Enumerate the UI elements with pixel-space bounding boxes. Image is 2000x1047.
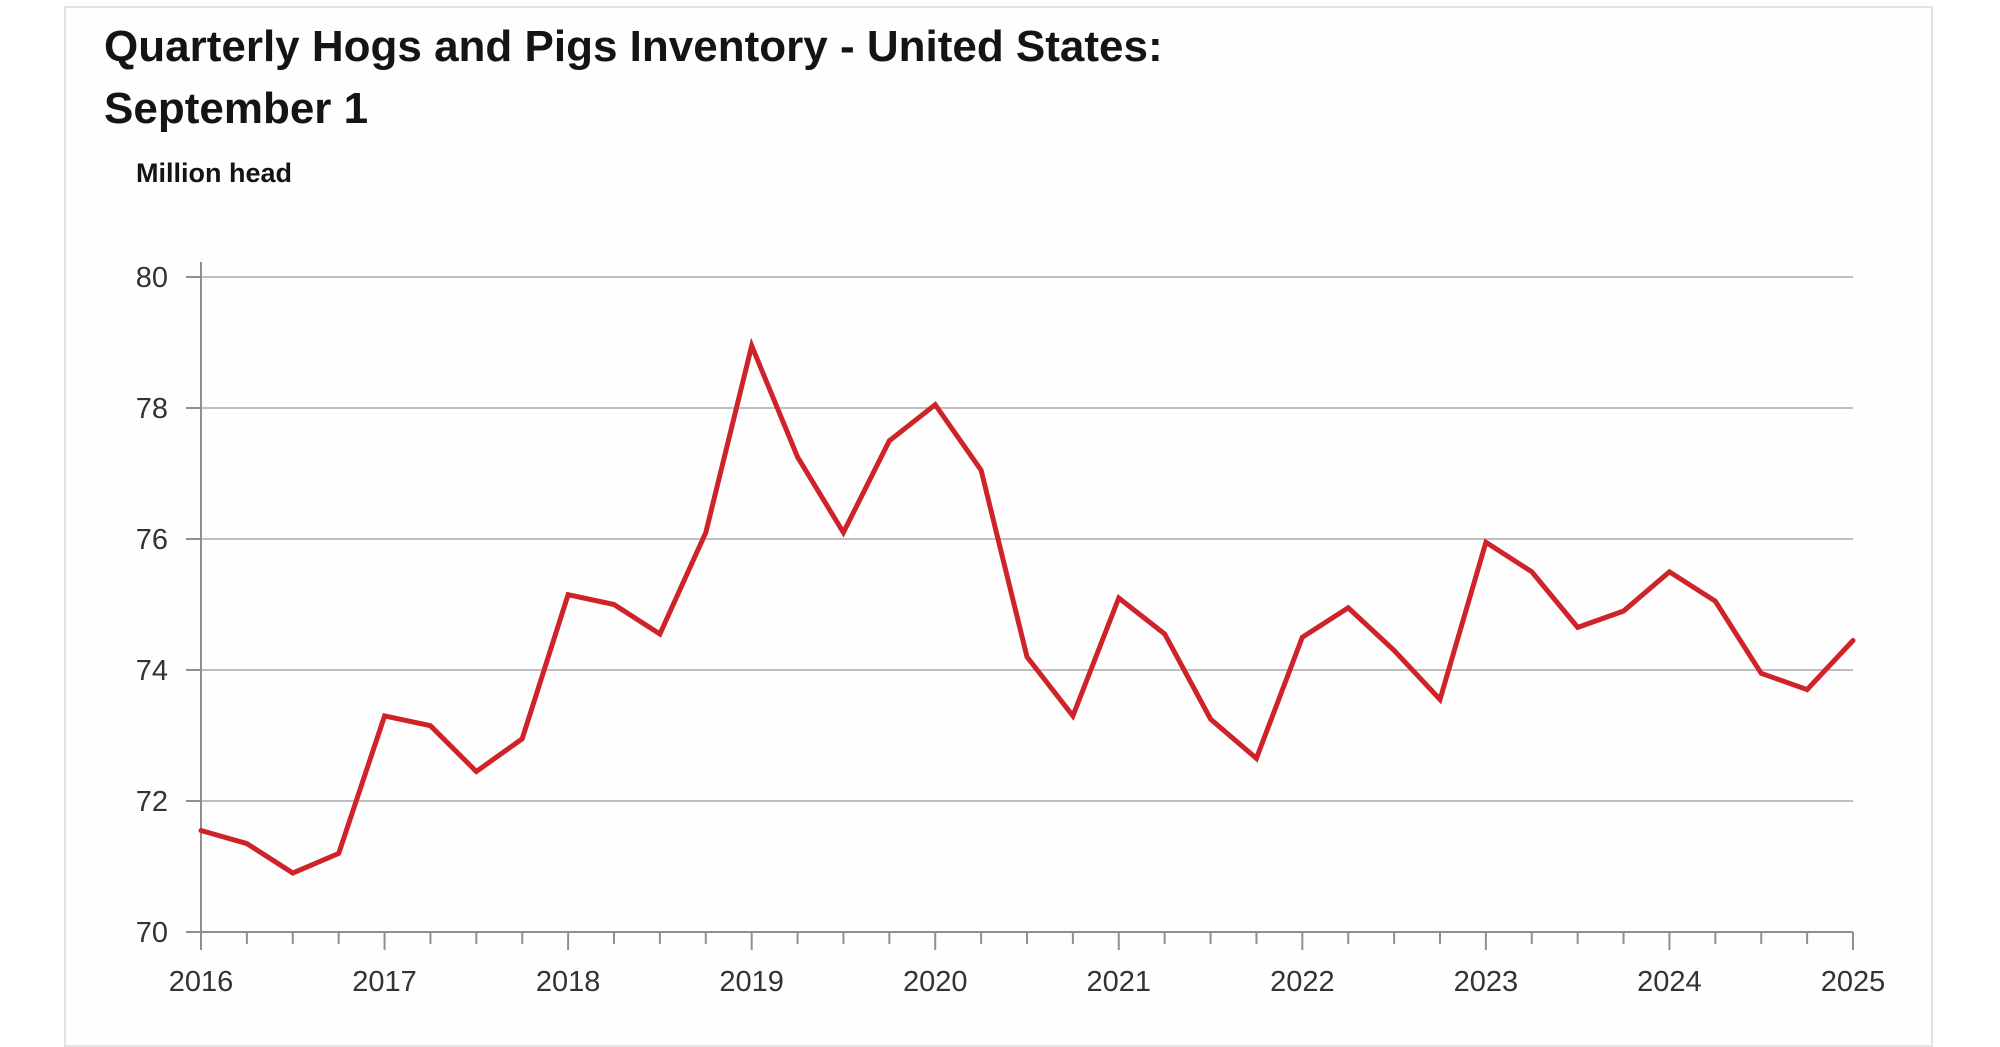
chart-card: [64, 6, 1933, 1047]
x-tick-label: 2022: [1270, 966, 1335, 998]
x-tick-label: 2016: [169, 966, 234, 998]
chart-title-line2: September 1: [104, 84, 369, 133]
y-tick-label: 80: [136, 262, 168, 294]
x-tick-label: 2017: [352, 966, 417, 998]
x-tick-label: 2019: [719, 966, 784, 998]
x-tick-label: 2023: [1454, 966, 1519, 998]
inventory-line: [198, 337, 1856, 876]
y-tick-label: 72: [136, 786, 168, 818]
x-tick-label: 2018: [536, 966, 601, 998]
x-tick-label: 2024: [1637, 966, 1702, 998]
x-tick-label: 2025: [1821, 966, 1886, 998]
chart-title-line1: Quarterly Hogs and Pigs Inventory - Unit…: [104, 22, 1163, 71]
y-tick-label: 70: [136, 917, 168, 949]
x-tick-label: 2021: [1087, 966, 1152, 998]
y-tick-label: 76: [136, 524, 168, 556]
x-tick-label: 2020: [903, 966, 968, 998]
y-tick-label: 78: [136, 393, 168, 425]
y-tick-label: 74: [136, 655, 168, 687]
y-axis-unit-label: Million head: [136, 158, 293, 188]
chart-title: Quarterly Hogs and Pigs Inventory - Unit…: [104, 16, 1604, 140]
